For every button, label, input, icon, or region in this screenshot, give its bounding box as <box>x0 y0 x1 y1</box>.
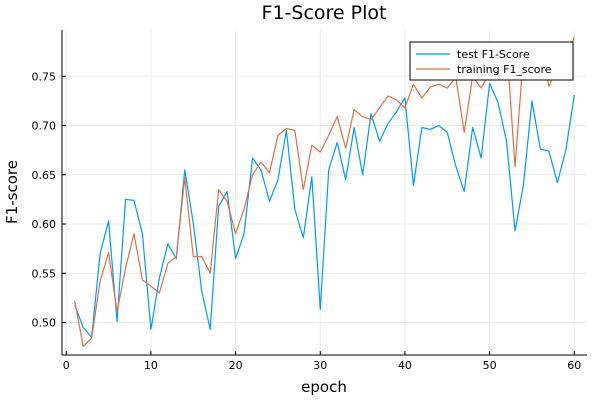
y-axis-label: F1-score <box>3 160 21 224</box>
x-tick-label: 20 <box>229 359 243 372</box>
series-line-test <box>74 82 575 338</box>
y-ticks: 0.50 0.55 0.60 0.65 0.70 0.75 <box>32 70 66 330</box>
y-tick-label: 0.50 <box>32 317 57 330</box>
chart-title: F1-Score Plot <box>262 2 387 24</box>
y-tick-label: 0.70 <box>32 120 57 133</box>
x-tick-label: 0 <box>63 359 70 372</box>
series-line-training <box>74 36 575 347</box>
legend: test F1-Score training F1_score <box>409 41 574 81</box>
legend-box <box>409 41 574 81</box>
x-tick-label: 40 <box>398 359 412 372</box>
axes <box>61 30 587 356</box>
legend-label-training: training F1_score <box>457 63 552 76</box>
legend-label-test: test F1-Score <box>457 48 530 61</box>
x-tick-label: 50 <box>483 359 497 372</box>
x-tick-label: 60 <box>567 359 581 372</box>
y-tick-label: 0.65 <box>32 169 57 182</box>
x-ticks: 0 10 20 30 40 50 60 <box>63 351 581 372</box>
y-tick-label: 0.75 <box>32 70 57 83</box>
y-tick-label: 0.60 <box>32 218 57 231</box>
x-axis-label: epoch <box>301 378 347 396</box>
x-tick-label: 10 <box>144 359 158 372</box>
series-lines <box>74 36 575 347</box>
y-tick-label: 0.55 <box>32 267 57 280</box>
x-tick-label: 30 <box>313 359 327 372</box>
